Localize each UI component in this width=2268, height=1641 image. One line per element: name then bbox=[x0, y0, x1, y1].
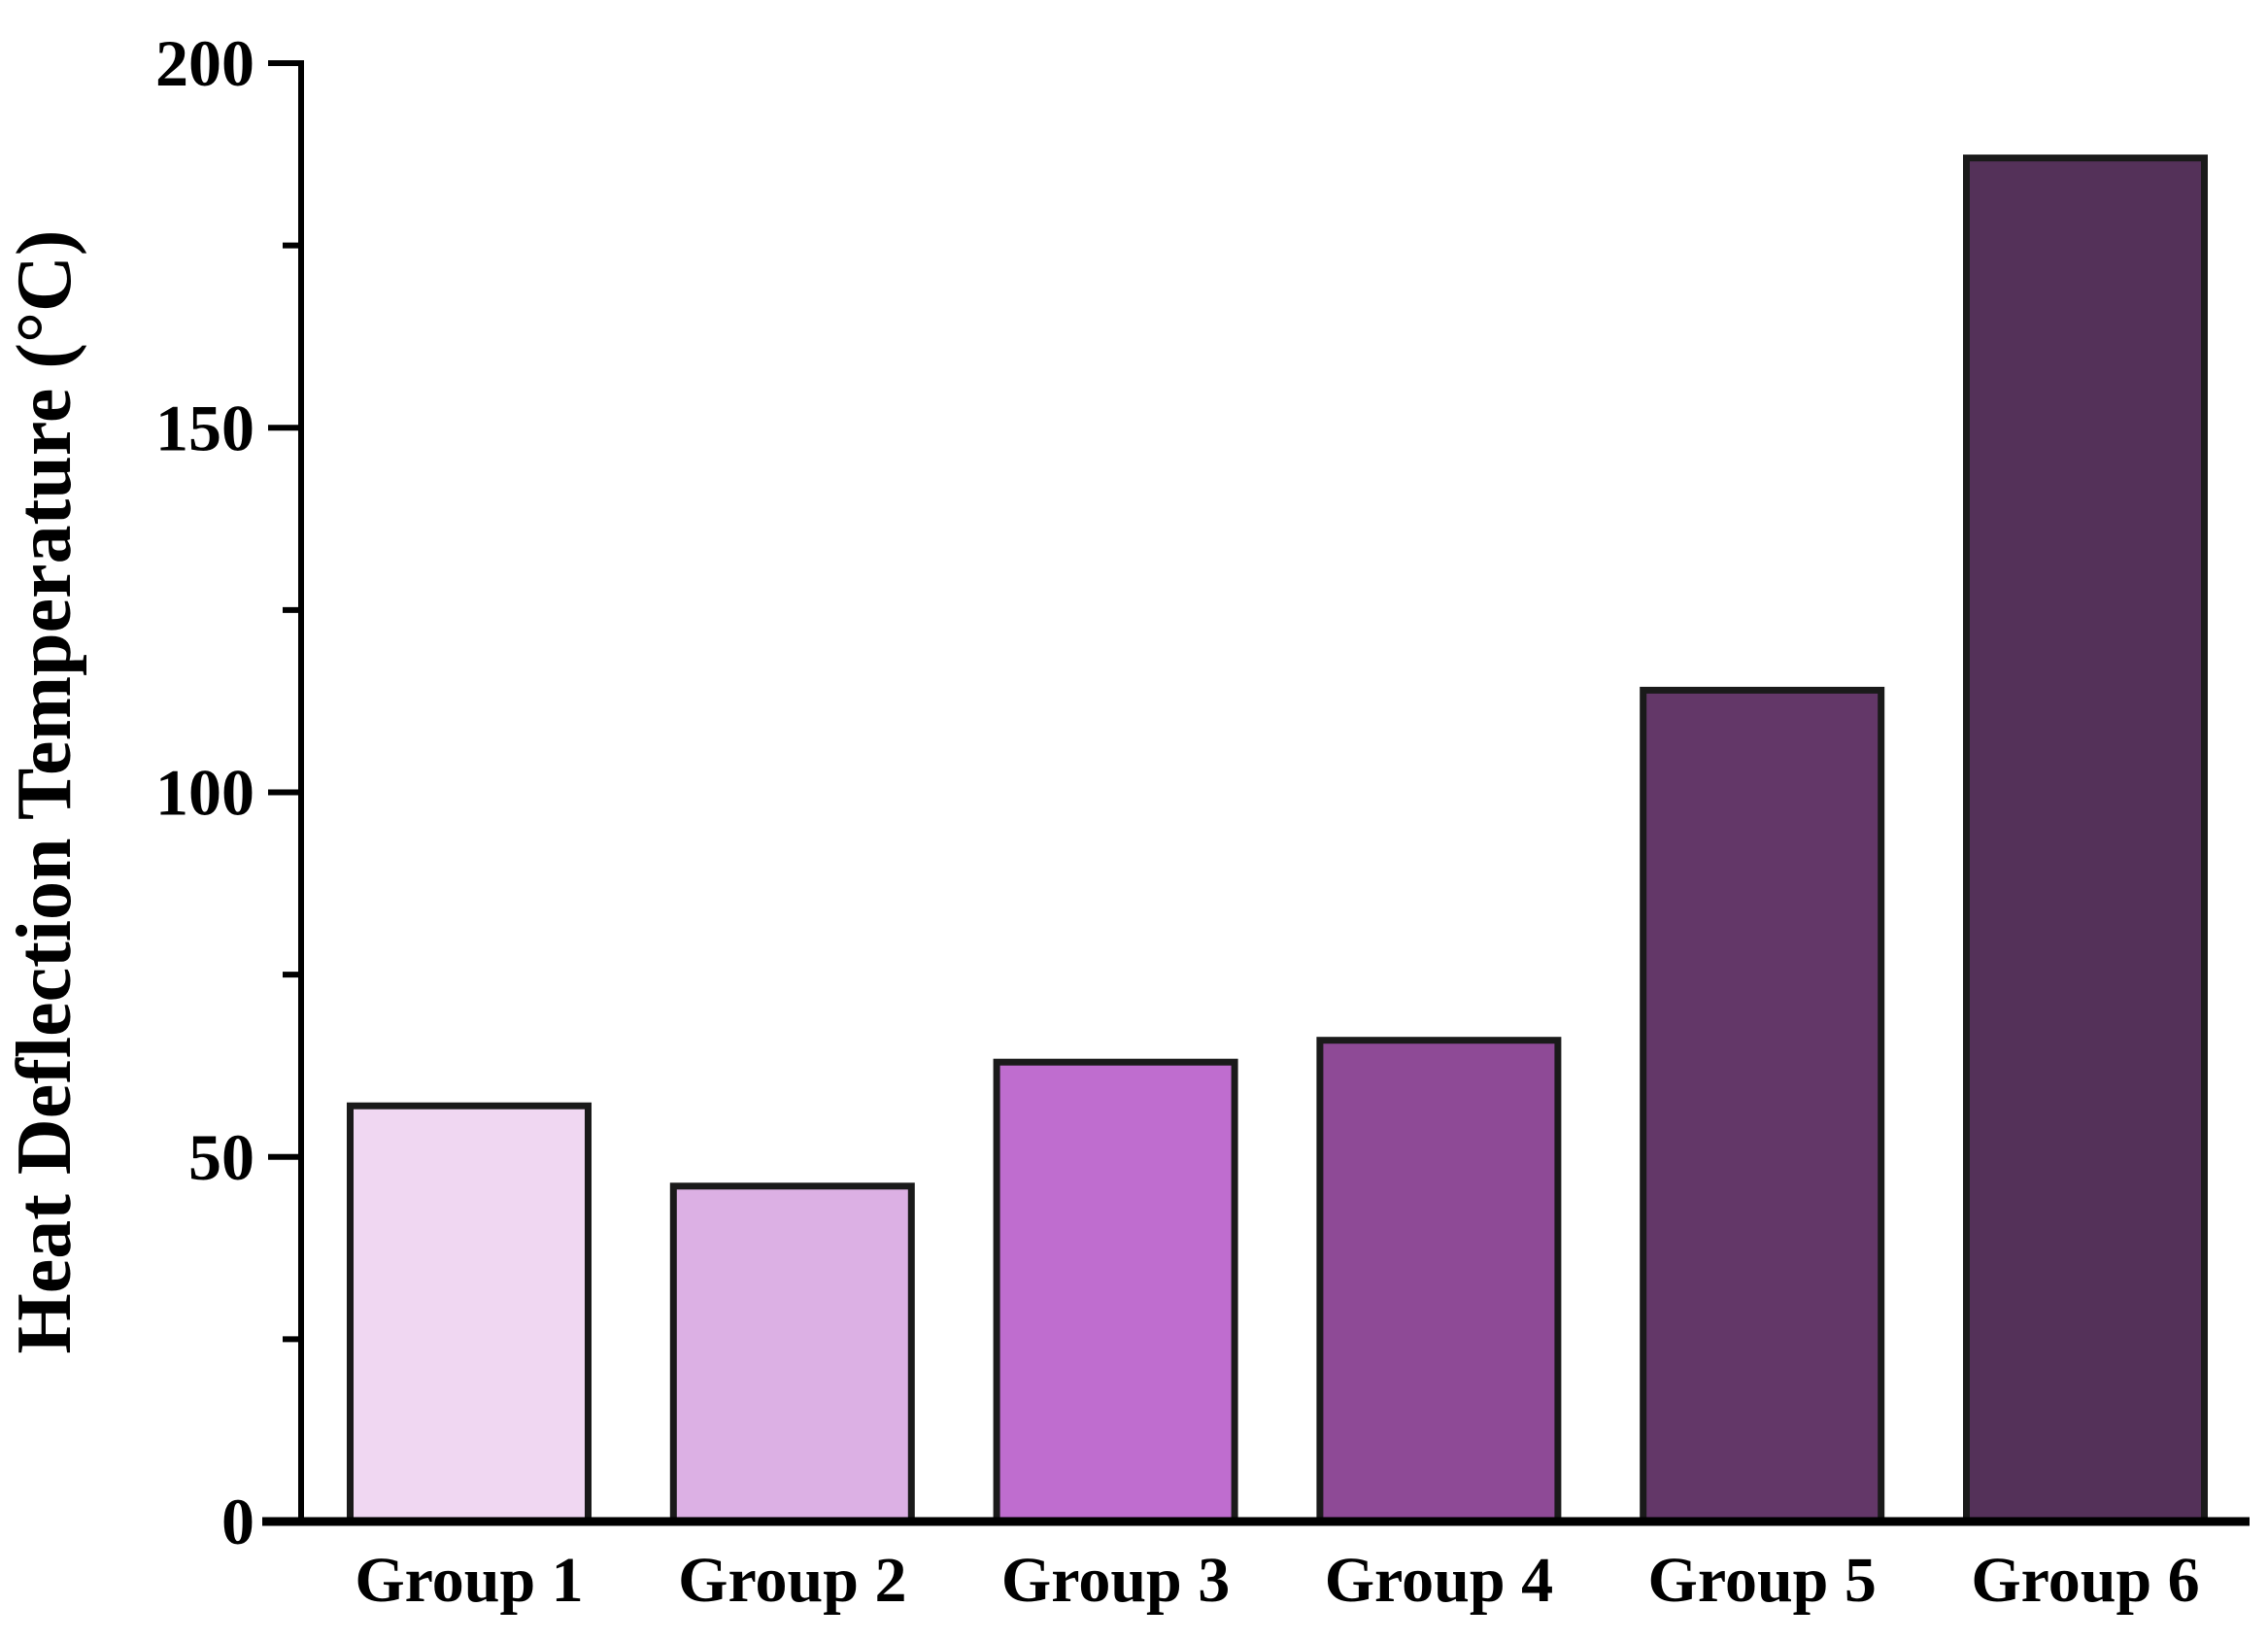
x-category-label-1: Group 1 bbox=[355, 1545, 583, 1616]
x-category-label-4: Group 4 bbox=[1325, 1545, 1553, 1616]
y-tick-label-100: 100 bbox=[155, 756, 254, 830]
y-tick-label-200: 200 bbox=[155, 26, 254, 100]
x-category-label-3: Group 3 bbox=[1001, 1545, 1230, 1616]
bar-group-2 bbox=[669, 1182, 915, 1525]
x-category-label-2: Group 2 bbox=[678, 1545, 906, 1616]
bar-group-5 bbox=[1640, 686, 1885, 1525]
y-tick-label-50: 50 bbox=[188, 1120, 254, 1194]
axes-layer bbox=[262, 60, 2250, 1526]
bar-group-4 bbox=[1316, 1037, 1562, 1525]
y-tick-label-0: 0 bbox=[221, 1485, 254, 1558]
bars-layer bbox=[347, 154, 2208, 1525]
bar-group-1 bbox=[347, 1102, 592, 1525]
x-category-label-6: Group 6 bbox=[1971, 1545, 2199, 1616]
category-labels-layer: Group 1 Group 2 Group 3 Group 4 Group 5 Group… bbox=[355, 1545, 2199, 1616]
bar-group-3 bbox=[993, 1058, 1238, 1525]
bar-group-6 bbox=[1963, 154, 2208, 1525]
tick-labels-layer: 0 50 100 150 200 bbox=[155, 26, 254, 1558]
y-tick-label-150: 150 bbox=[155, 391, 254, 464]
y-axis-title: Heat Deflection Temperature (°C) bbox=[2, 230, 87, 1354]
x-category-label-5: Group 5 bbox=[1648, 1545, 1877, 1616]
